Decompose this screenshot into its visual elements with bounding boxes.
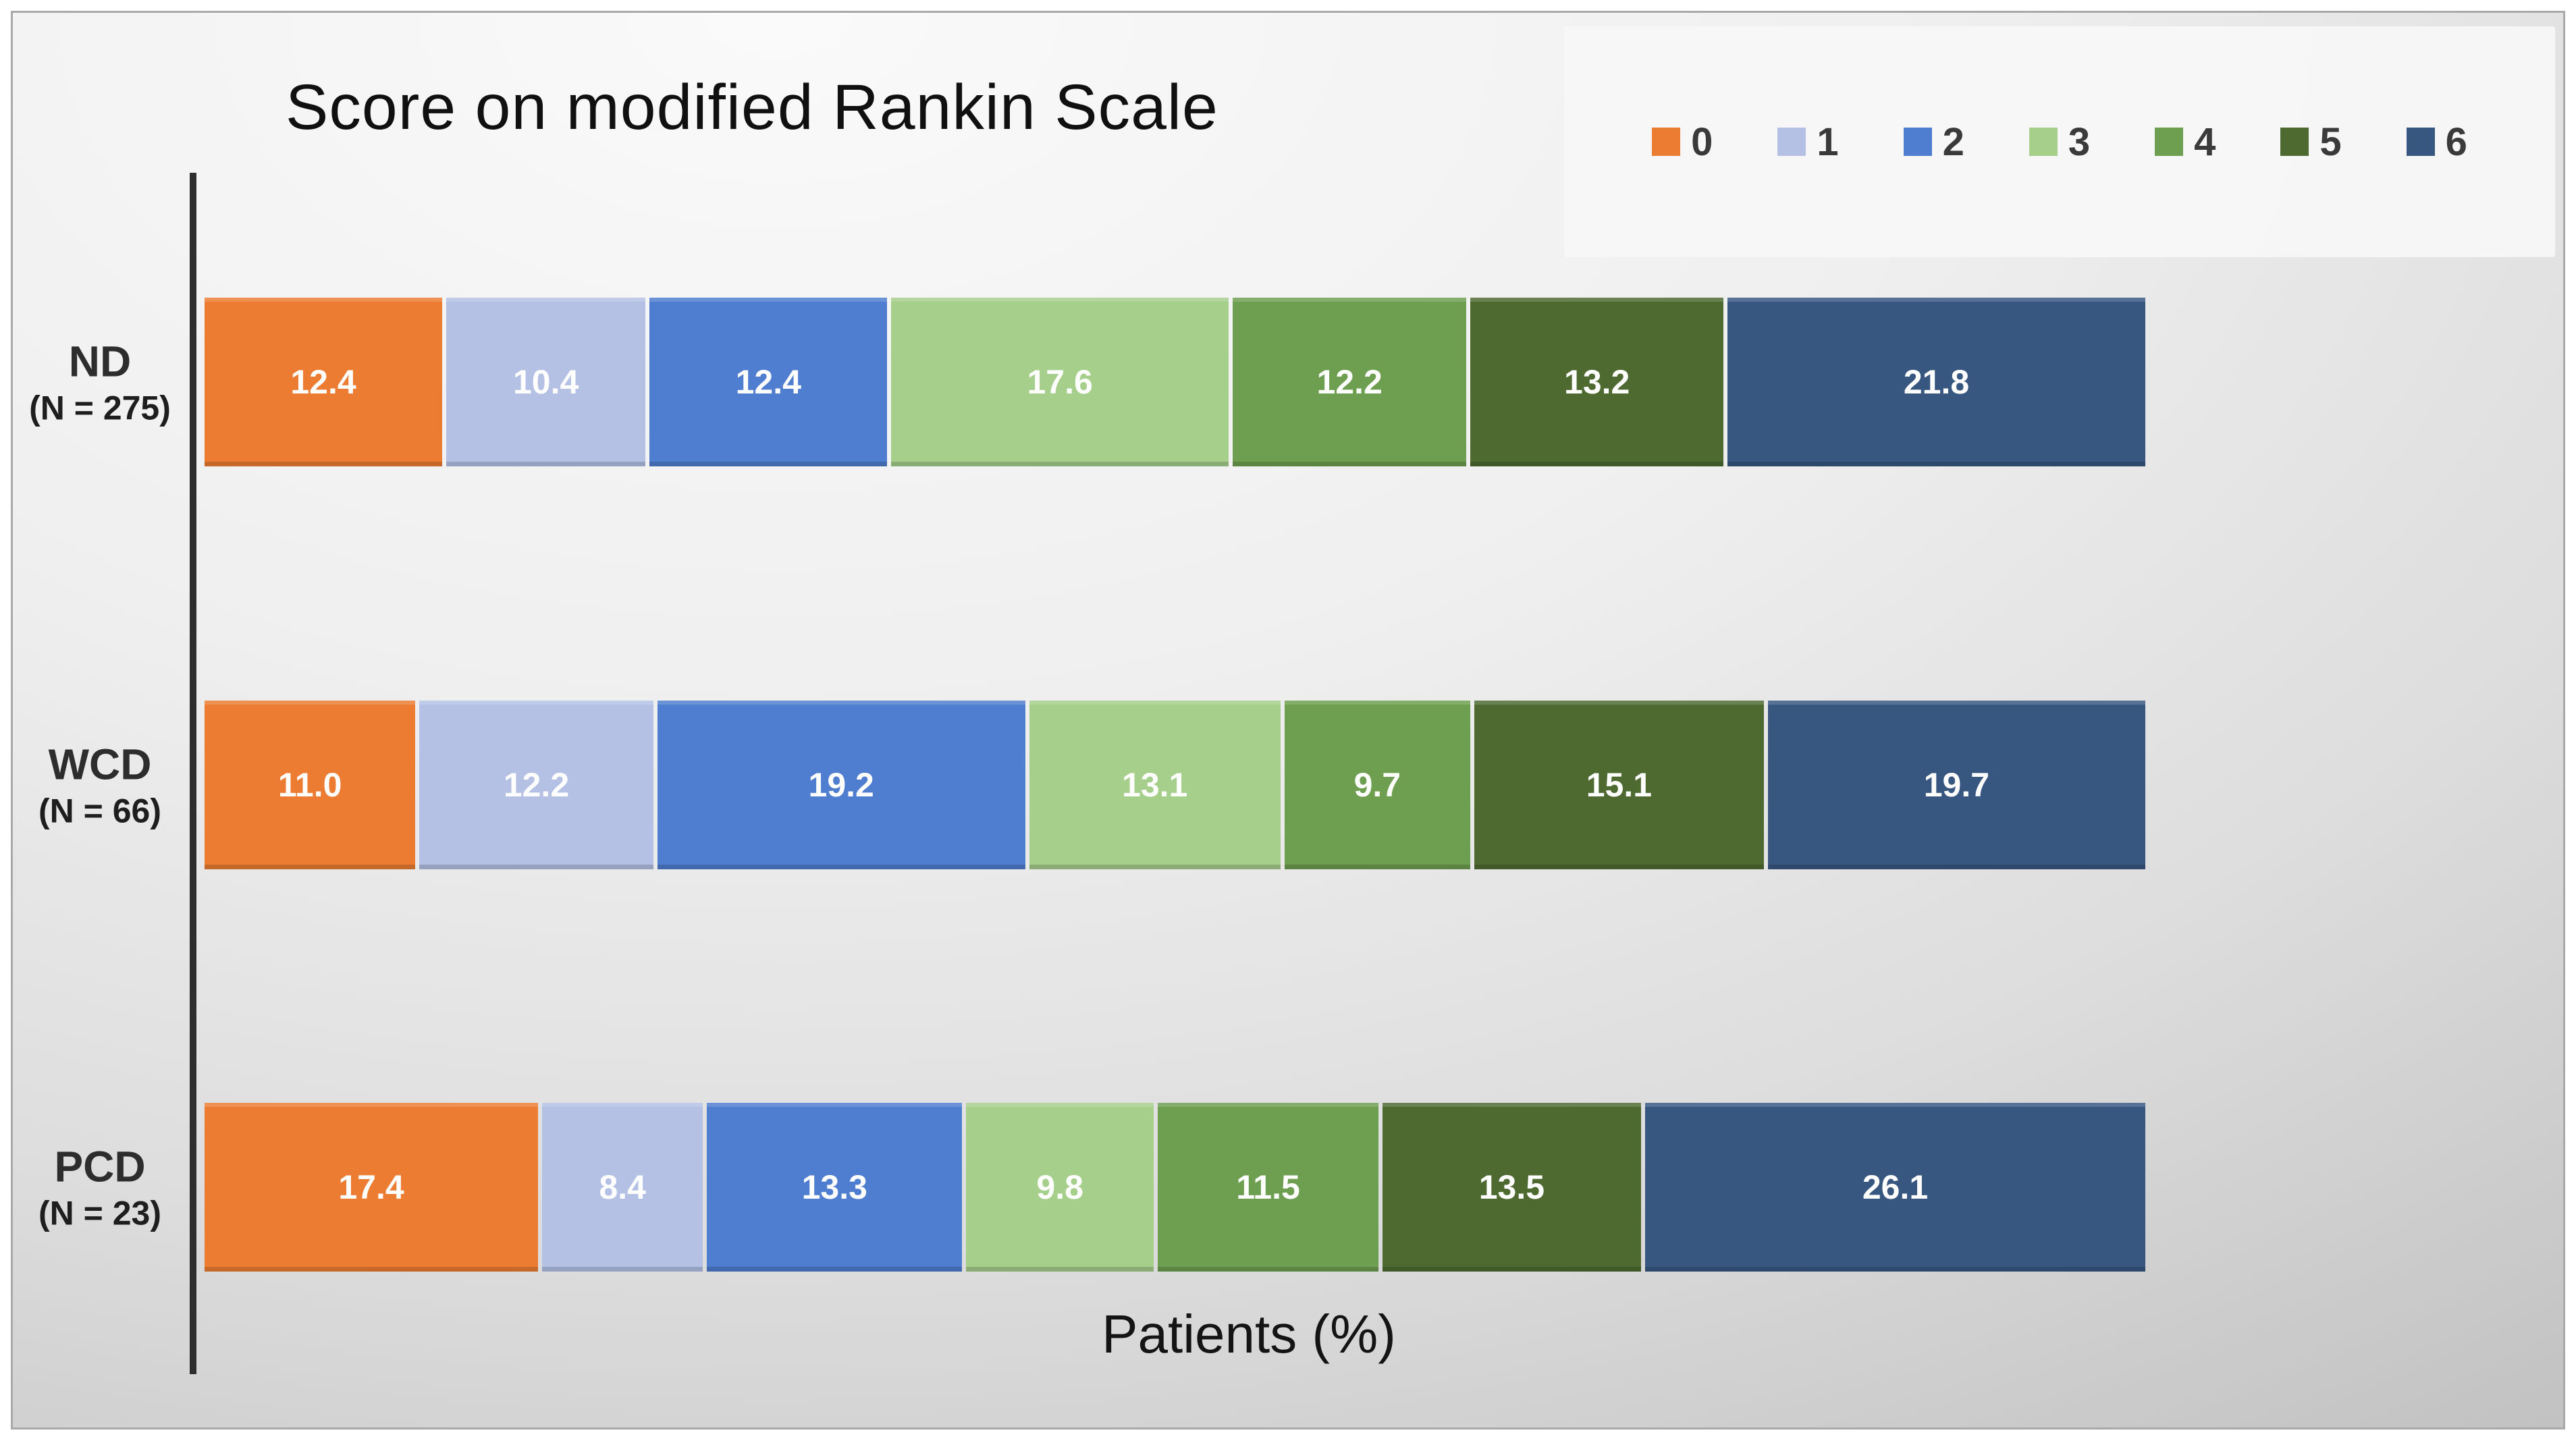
legend-color-swatch	[1903, 128, 1932, 156]
bar-segment-mrs-4: 12.2	[1232, 298, 1467, 466]
x-axis-label: Patients (%)	[1102, 1304, 1396, 1364]
legend-item-label: 6	[2445, 119, 2467, 164]
legend-color-swatch	[1652, 128, 1681, 156]
stacked-bar: 12.4 10.4 12.4 17.6 12.2 13.2 21.8	[205, 298, 2145, 466]
segment-value-label: 12.4	[290, 363, 356, 401]
legend-color-swatch	[2155, 128, 2184, 156]
chart-row-pcd: PCD (N = 23) 17.4 8.4 13.3 9.8 11.5 13.5 26.1	[13, 1103, 2563, 1272]
row-sample-size: (N = 23)	[38, 1194, 161, 1232]
segment-value-label: 13.2	[1564, 363, 1630, 401]
legend-item-3: 3	[2029, 119, 2090, 165]
bar-segment-mrs-3: 9.8	[966, 1103, 1154, 1272]
row-label: ND (N = 275)	[13, 336, 187, 429]
y-axis-line	[190, 173, 196, 1374]
segment-value-label: 21.8	[1903, 363, 1970, 401]
legend-item-6: 6	[2406, 119, 2467, 165]
segment-value-label: 9.8	[1036, 1168, 1083, 1206]
row-sample-size: (N = 66)	[38, 792, 161, 830]
row-category-name: WCD	[48, 740, 152, 789]
segment-value-label: 12.2	[1316, 363, 1383, 401]
bar-segment-mrs-1: 12.2	[419, 701, 653, 869]
legend: 0 1 2 3 4 5 6	[1564, 26, 2555, 257]
chart-row-wcd: WCD (N = 66) 11.0 12.2 19.2 13.1 9.7 15.1 19.7	[13, 701, 2563, 869]
legend-item-label: 0	[1691, 119, 1713, 164]
legend-color-swatch	[2406, 128, 2435, 156]
segment-value-label: 13.3	[801, 1168, 867, 1206]
segment-value-label: 11.0	[277, 766, 342, 804]
bar-segment-mrs-2: 19.2	[657, 701, 1025, 869]
legend-color-swatch	[2029, 128, 2058, 156]
chart-title: Score on modified Rankin Scale	[286, 72, 1218, 143]
segment-value-label: 19.7	[1923, 766, 1990, 804]
row-label: PCD (N = 23)	[13, 1141, 187, 1234]
bar-segment-mrs-5: 15.1	[1474, 701, 1764, 869]
bar-segment-mrs-6: 26.1	[1645, 1103, 2145, 1272]
bar-segment-mrs-6: 21.8	[1727, 298, 2145, 466]
bar-segment-mrs-6: 19.7	[1767, 701, 2146, 869]
bar-segment-mrs-2: 13.3	[707, 1103, 963, 1272]
segment-value-label: 17.4	[338, 1168, 404, 1206]
row-label: WCD (N = 66)	[13, 739, 187, 832]
segment-value-label: 19.2	[808, 766, 874, 804]
segment-value-label: 10.4	[512, 363, 579, 401]
bar-segment-mrs-5: 13.2	[1470, 298, 1724, 466]
row-category-name: PCD	[54, 1142, 146, 1191]
bar-segment-mrs-0: 12.4	[205, 298, 443, 466]
legend-item-4: 4	[2155, 119, 2216, 165]
bar-segment-mrs-1: 8.4	[541, 1103, 703, 1272]
legend-item-1: 1	[1777, 119, 1839, 165]
segment-value-label: 17.6	[1027, 363, 1093, 401]
legend-color-swatch	[1777, 128, 1806, 156]
bar-segment-mrs-2: 12.4	[649, 298, 888, 466]
legend-item-label: 4	[2194, 119, 2216, 164]
bar-segment-mrs-4: 11.5	[1158, 1103, 1378, 1272]
bar-segment-mrs-5: 13.5	[1382, 1103, 1642, 1272]
segment-value-label: 13.1	[1122, 766, 1188, 804]
legend-item-5: 5	[2280, 119, 2342, 165]
stacked-bar: 11.0 12.2 19.2 13.1 9.7 15.1 19.7	[205, 701, 2146, 869]
segment-value-label: 8.4	[599, 1168, 646, 1206]
segment-value-label: 12.2	[503, 766, 570, 804]
legend-item-label: 5	[2319, 119, 2342, 164]
bar-segment-mrs-4: 9.7	[1284, 701, 1471, 869]
bar-segment-mrs-3: 17.6	[891, 298, 1229, 466]
legend-item-label: 2	[1942, 119, 1964, 164]
legend-item-label: 1	[1817, 119, 1839, 164]
legend-item-2: 2	[1903, 119, 1964, 165]
segment-value-label: 11.5	[1236, 1168, 1300, 1206]
bar-segment-mrs-1: 10.4	[446, 298, 646, 466]
row-category-name: ND	[68, 337, 132, 386]
legend-color-swatch	[2280, 128, 2309, 156]
bar-segment-mrs-3: 13.1	[1029, 701, 1281, 869]
chart-row-nd: ND (N = 275) 12.4 10.4 12.4 17.6 12.2 13.2 21.8	[13, 298, 2563, 466]
legend-item-label: 3	[2068, 119, 2091, 164]
segment-value-label: 9.7	[1353, 766, 1401, 804]
segment-value-label: 13.5	[1478, 1168, 1545, 1206]
stacked-bar: 17.4 8.4 13.3 9.8 11.5 13.5 26.1	[205, 1103, 2145, 1272]
row-sample-size: (N = 275)	[29, 389, 171, 427]
segment-value-label: 12.4	[735, 363, 801, 401]
bar-segment-mrs-0: 17.4	[205, 1103, 538, 1272]
bar-segment-mrs-0: 11.0	[205, 701, 416, 869]
segment-value-label: 26.1	[1862, 1168, 1929, 1206]
legend-item-0: 0	[1652, 119, 1713, 165]
chart-panel: Score on modified Rankin Scale 0 1 2 3 4 5 6 N…	[11, 11, 2565, 1430]
segment-value-label: 15.1	[1586, 766, 1653, 804]
